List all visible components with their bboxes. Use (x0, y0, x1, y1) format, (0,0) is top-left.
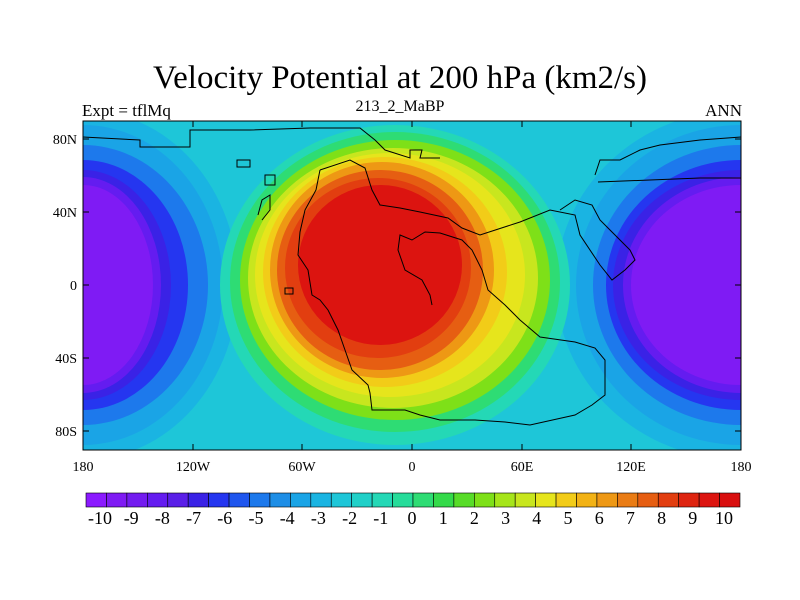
colorbar-label: -7 (186, 508, 201, 528)
x-tick-label: 120W (176, 460, 211, 475)
colorbar-label: 9 (688, 508, 697, 528)
colorbar-label: -6 (217, 508, 232, 528)
colorbar-label: 4 (532, 508, 541, 528)
axis-ticks (82, 121, 742, 450)
colorbar-label: -8 (155, 508, 170, 528)
x-tick-label: 0 (409, 460, 416, 475)
colorbar-box (249, 492, 271, 508)
colorbar-box (208, 492, 230, 508)
y-tick-label: 80S (55, 425, 77, 440)
colorbar-box (555, 492, 577, 508)
center-high-core (298, 185, 462, 345)
colorbar-box (228, 492, 250, 508)
y-tick-label: 0 (70, 279, 77, 294)
colorbar-label: 8 (657, 508, 666, 528)
experiment-label: Expt = tflMq (82, 101, 171, 120)
colorbar-box (290, 492, 312, 508)
island-1 (236, 159, 251, 168)
colorbar-box (126, 492, 148, 508)
colorbar-label: -5 (249, 508, 264, 528)
west-low-core (83, 185, 153, 385)
coastline-west-fragment (257, 194, 271, 221)
colorbar-label: 10 (715, 508, 733, 528)
colorbar-label: -10 (88, 508, 112, 528)
colorbar-box (514, 492, 536, 508)
colorbar-box (351, 492, 373, 508)
contour-field (83, 121, 741, 450)
y-tick-label: 40N (53, 206, 77, 221)
colorbar-box (576, 492, 598, 508)
colorbar-box (596, 492, 618, 508)
island-2 (264, 174, 276, 186)
colorbar-box (310, 492, 332, 508)
colorbar-label: 3 (501, 508, 510, 528)
colorbar-box (106, 492, 128, 508)
colorbar (85, 492, 741, 508)
plot-title: Velocity Potential at 200 hPa (km2/s) (152, 60, 648, 96)
colorbar-label: 1 (439, 508, 448, 528)
colorbar-box (453, 492, 475, 508)
colorbar-label: -9 (124, 508, 139, 528)
colorbar-box (392, 492, 414, 508)
colorbar-label: -2 (342, 508, 357, 528)
colorbar-box (269, 492, 291, 508)
colorbar-box (371, 492, 393, 508)
colorbar-box (719, 492, 741, 508)
x-tick-label: 60E (511, 460, 534, 475)
colorbar-box (617, 492, 639, 508)
colorbar-label: 6 (595, 508, 604, 528)
colorbar-box (678, 492, 700, 508)
colorbar-box (535, 492, 557, 508)
coastline-east (594, 136, 741, 183)
season-label: ANN (705, 101, 742, 120)
colorbar-label: 7 (626, 508, 635, 528)
colorbar-label: 0 (408, 508, 417, 528)
colorbar-box (494, 492, 516, 508)
colorbar-label: -1 (373, 508, 388, 528)
coastline-north (83, 127, 440, 159)
y-tick-label: 40S (55, 352, 77, 367)
colorbar-label: 2 (470, 508, 479, 528)
island-3 (284, 287, 294, 295)
x-tick-label: 180 (73, 460, 94, 475)
colorbar-label: -4 (280, 508, 295, 528)
x-tick-label: 120E (616, 460, 646, 475)
colorbar-label: 5 (564, 508, 573, 528)
east-low-core (631, 185, 741, 385)
colorbar-box (637, 492, 659, 508)
colorbar-box (412, 492, 434, 508)
colorbar-box (330, 492, 352, 508)
colorbar-box (147, 492, 169, 508)
colorbar-box (187, 492, 209, 508)
colorbar-label: -3 (311, 508, 326, 528)
colorbar-box (85, 492, 107, 508)
colorbar-box (657, 492, 679, 508)
colorbar-box (698, 492, 720, 508)
colorbar-box (474, 492, 496, 508)
colorbar-box (433, 492, 455, 508)
coastline-pangea (297, 159, 636, 426)
x-tick-label: 180 (731, 460, 752, 475)
coastlines (83, 127, 741, 426)
x-tick-label: 60W (288, 460, 316, 475)
colorbar-box (167, 492, 189, 508)
colorbar-labels: -10 -9 -8 -7 -6 -5 -4 -3 -2 -1 0 1 2 3 4 5 6 7 8 9 10 (88, 508, 733, 528)
y-tick-label: 80N (53, 133, 77, 148)
case-label: 213_2_MaBP (355, 98, 445, 115)
